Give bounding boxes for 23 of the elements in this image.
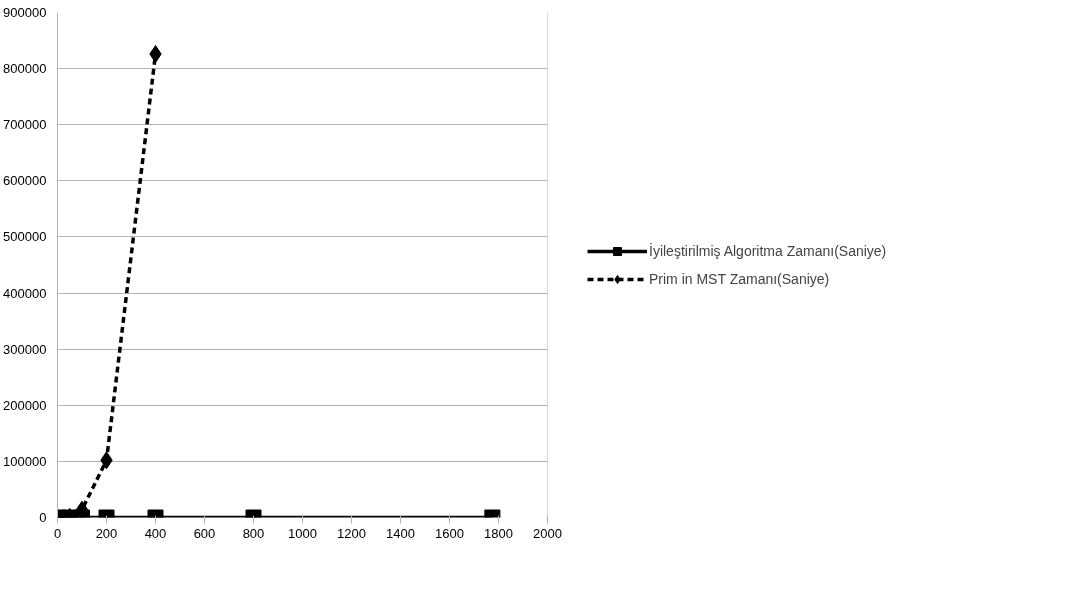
- x-tick-label: 400: [144, 525, 167, 541]
- y-tick-label: 900000: [3, 5, 47, 20]
- x-tick-label: 1800: [484, 525, 513, 541]
- y-tick-label: 0: [39, 510, 47, 525]
- x-tick-label: 800: [242, 525, 265, 541]
- x-tick-label: 600: [193, 525, 216, 541]
- legend-label: İyileştirilmiş Algoritma Zamanı(Saniye): [649, 242, 887, 259]
- x-tick-label: 1600: [435, 525, 464, 541]
- y-tick-label: 400000: [3, 285, 47, 301]
- y-tick-label: 200000: [3, 397, 47, 413]
- y-tick-label: 800000: [3, 61, 47, 77]
- legend-label: Prim in MST Zamanı(Saniye): [649, 270, 830, 287]
- y-tick-label: 300000: [3, 341, 47, 357]
- x-tick-label: 1200: [337, 525, 366, 541]
- x-tick-label: 2000: [533, 525, 562, 541]
- x-tick-label: 1400: [386, 525, 415, 541]
- x-tick-label: 200: [95, 525, 118, 541]
- y-tick-label: 500000: [3, 229, 47, 245]
- y-tick-label: 100000: [3, 453, 47, 469]
- y-tick-label: 600000: [3, 173, 47, 189]
- x-tick-label: 0: [53, 525, 62, 541]
- x-tick-label: 1000: [288, 525, 317, 541]
- y-tick-label: 700000: [3, 117, 47, 133]
